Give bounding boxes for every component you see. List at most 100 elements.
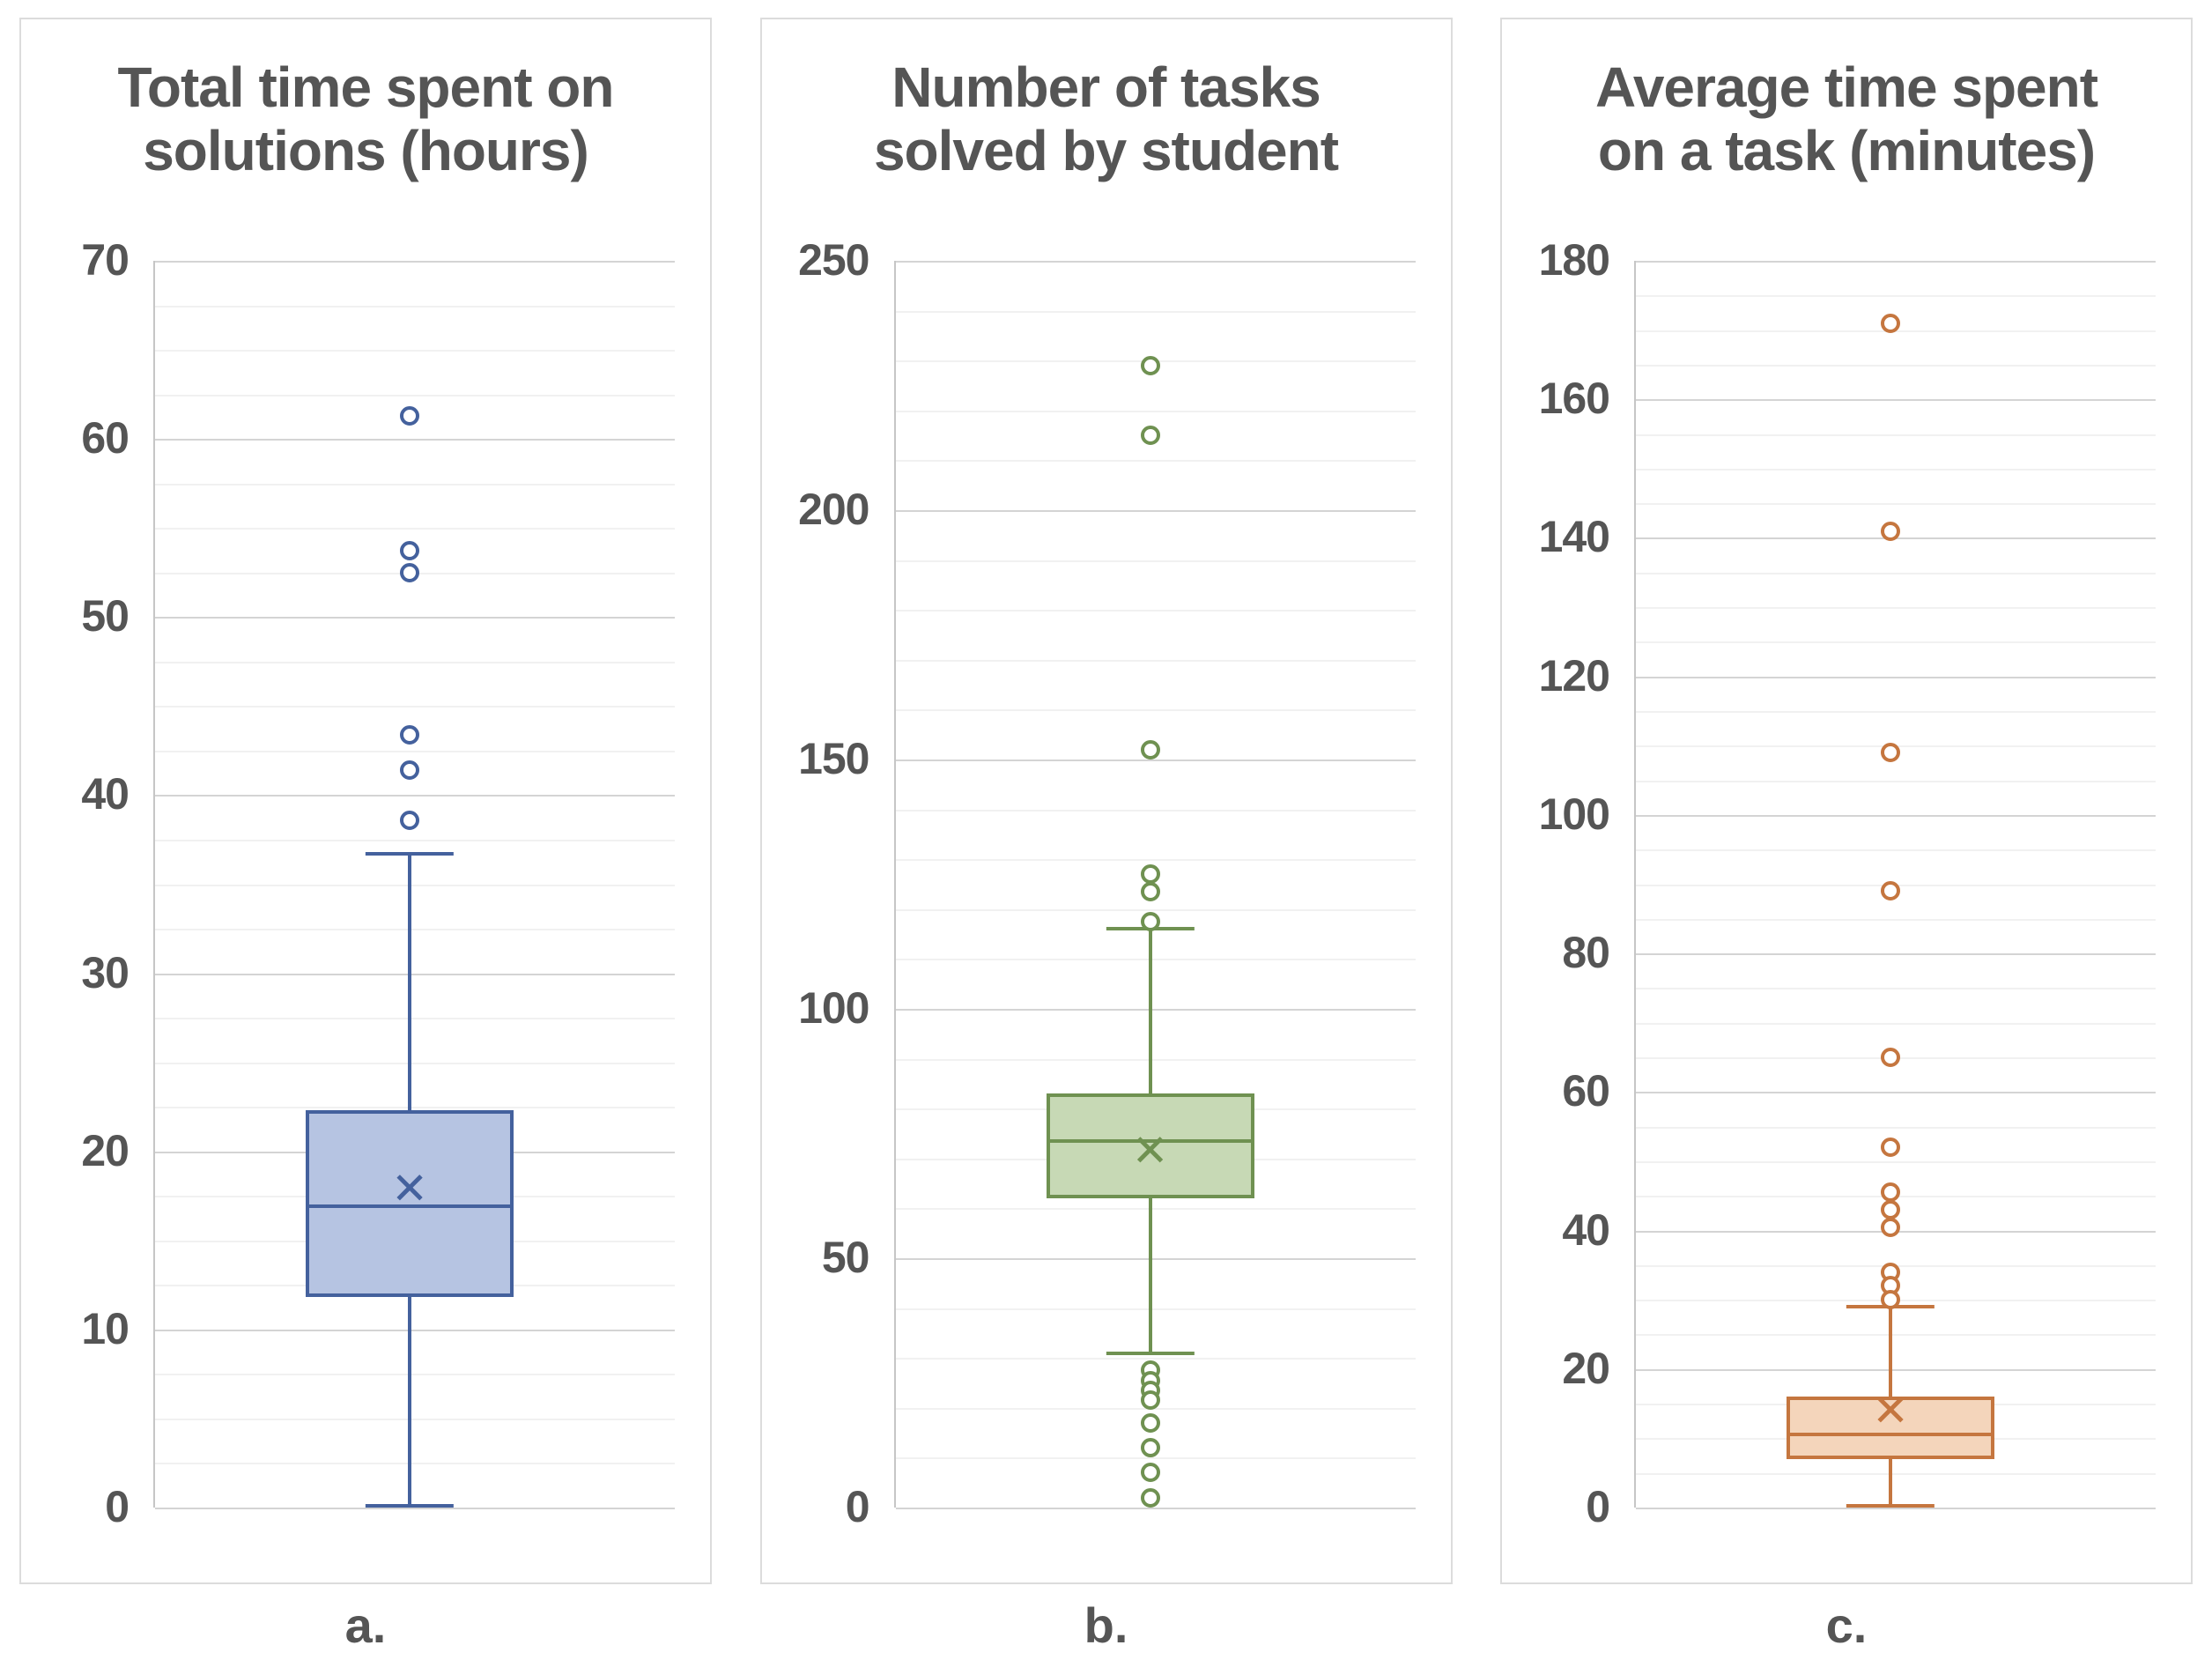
y-tick-label: 200 xyxy=(798,484,869,534)
gridline-major xyxy=(895,261,1416,263)
y-tick-label: 80 xyxy=(1562,927,1610,977)
y-tick-label: 100 xyxy=(1538,789,1610,839)
y-tick-label: 250 xyxy=(798,234,869,285)
gridline-minor xyxy=(895,310,1416,313)
y-tick-label: 50 xyxy=(81,591,129,641)
y-tick-label: 180 xyxy=(1538,234,1610,285)
y-tick-label: 120 xyxy=(1538,650,1610,700)
gridline-minor xyxy=(155,884,675,886)
gridline-minor xyxy=(155,839,675,841)
gridline-minor xyxy=(895,908,1416,911)
gridline-minor xyxy=(155,305,675,308)
panel-card-c: Average time spent on a task (minutes) 0… xyxy=(1500,18,2193,1584)
box xyxy=(1787,1397,1995,1459)
outlier-point xyxy=(1881,313,1901,333)
gridline-minor xyxy=(895,1407,1416,1410)
median-line xyxy=(1787,1433,1995,1437)
gridline-minor xyxy=(155,706,675,708)
gridline-minor xyxy=(155,483,675,485)
gridline-major xyxy=(1636,399,2156,402)
chart-title-a: Total time spent on solutions (hours) xyxy=(117,56,615,182)
gridline-minor xyxy=(895,1457,1416,1460)
outlier-point xyxy=(1140,1487,1160,1508)
y-tick-label: 20 xyxy=(1562,1343,1610,1393)
mean-marker: ✕ xyxy=(1872,1385,1910,1435)
outlier-point xyxy=(1881,881,1901,901)
outlier-point xyxy=(1140,911,1160,931)
gridline-major xyxy=(895,510,1416,512)
outlier-point xyxy=(1881,743,1901,763)
y-tick-label: 0 xyxy=(845,1481,870,1531)
gridline-major xyxy=(155,795,675,797)
gridline-major xyxy=(155,261,675,263)
outlier-point xyxy=(1881,1217,1901,1237)
gridline-minor xyxy=(1636,503,2156,506)
y-tick-label: 10 xyxy=(81,1303,129,1353)
panel-letter-b: b. xyxy=(1084,1597,1128,1653)
gridline-minor xyxy=(895,460,1416,463)
outlier-point xyxy=(400,541,420,561)
plot-area-c: ✕ xyxy=(1634,261,2156,1509)
gridline-major xyxy=(895,1508,1416,1509)
gridline-major xyxy=(1636,676,2156,678)
gridline-major xyxy=(895,1258,1416,1260)
y-tick-label: 150 xyxy=(798,733,869,783)
y-tick-label: 50 xyxy=(821,1232,870,1282)
outlier-point xyxy=(1140,1390,1160,1411)
gridline-minor xyxy=(155,1107,675,1109)
gridline-minor xyxy=(155,394,675,396)
gridline-major xyxy=(155,617,675,619)
gridline-major xyxy=(1636,953,2156,956)
outlier-point xyxy=(1881,521,1901,541)
panel-letter-a: a. xyxy=(344,1597,387,1653)
gridline-major xyxy=(155,439,675,441)
gridline-minor xyxy=(1636,1472,2156,1475)
gridline-minor xyxy=(1636,607,2156,610)
outlier-point xyxy=(1140,881,1160,901)
panel-letter-c: c. xyxy=(1825,1597,1868,1653)
y-tick-label: 60 xyxy=(81,412,129,463)
y-tick-label: 70 xyxy=(81,234,129,285)
gridline-major xyxy=(895,1009,1416,1011)
y-tick-label: 140 xyxy=(1538,512,1610,562)
gridline-minor xyxy=(1636,572,2156,574)
gridline-minor xyxy=(1636,434,2156,436)
gridline-minor xyxy=(155,528,675,530)
panel-card-b: Number of tasks solved by student 0 50 100… xyxy=(759,18,1453,1584)
outlier-point xyxy=(1140,1412,1160,1433)
chart-title-b: Number of tasks solved by student xyxy=(873,56,1339,182)
gridline-minor xyxy=(1636,988,2156,990)
gridline-minor xyxy=(155,750,675,752)
gridline-minor xyxy=(1636,468,2156,471)
gridline-major xyxy=(1636,1368,2156,1371)
outlier-point xyxy=(1140,864,1160,885)
gridline-minor xyxy=(895,809,1416,811)
outlier-point xyxy=(1140,1463,1160,1483)
gridline-major xyxy=(1636,814,2156,817)
y-axis-labels-a: 0 10 20 30 40 50 60 70 xyxy=(21,235,137,1531)
panel-card-a: Total time spent on solutions (hours) 0 1… xyxy=(19,18,712,1584)
gridline-minor xyxy=(895,1358,1416,1360)
gridline-major xyxy=(155,1508,675,1509)
whisker-cap-bottom xyxy=(1846,1503,1935,1508)
box xyxy=(1046,1093,1254,1199)
gridline-major xyxy=(1636,1508,2156,1509)
gridline-minor xyxy=(155,1463,675,1465)
y-tick-label: 30 xyxy=(81,947,129,997)
plot-area-a: ✕ xyxy=(153,261,675,1509)
gridline-minor xyxy=(1636,849,2156,852)
gridline-minor xyxy=(895,659,1416,662)
gridline-minor xyxy=(155,350,675,352)
y-tick-label: 40 xyxy=(81,769,129,819)
gridline-major xyxy=(155,973,675,975)
median-line xyxy=(1046,1138,1254,1143)
gridline-minor xyxy=(155,929,675,931)
mean-marker: ✕ xyxy=(1131,1126,1169,1176)
gridline-minor xyxy=(1636,1022,2156,1025)
gridline-minor xyxy=(1636,918,2156,921)
outlier-point xyxy=(1140,355,1160,375)
y-tick-label: 160 xyxy=(1538,374,1610,424)
gridline-minor xyxy=(1636,641,2156,644)
median-line xyxy=(306,1204,514,1209)
